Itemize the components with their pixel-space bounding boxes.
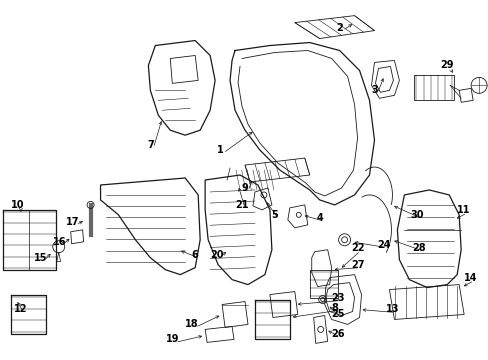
Text: 27: 27 [350, 260, 364, 270]
Text: 13: 13 [385, 305, 398, 315]
Text: 10: 10 [11, 200, 24, 210]
Text: 12: 12 [14, 305, 27, 315]
Text: 1: 1 [216, 145, 223, 155]
Text: 3: 3 [370, 85, 377, 95]
Text: 22: 22 [350, 243, 364, 253]
Text: 5: 5 [271, 210, 278, 220]
Text: 4: 4 [316, 213, 323, 223]
Text: 24: 24 [377, 240, 390, 250]
Text: 7: 7 [147, 140, 153, 150]
Text: 20: 20 [210, 250, 224, 260]
Text: 26: 26 [330, 329, 344, 339]
Text: 17: 17 [66, 217, 79, 227]
Text: 28: 28 [412, 243, 425, 253]
Text: 29: 29 [440, 60, 453, 71]
Text: 14: 14 [464, 273, 477, 283]
Text: 25: 25 [330, 310, 344, 319]
Text: 9: 9 [241, 183, 248, 193]
Text: 16: 16 [53, 237, 66, 247]
Text: 21: 21 [235, 200, 248, 210]
Text: 30: 30 [410, 210, 423, 220]
Text: 2: 2 [336, 23, 342, 33]
Text: 19: 19 [165, 334, 179, 345]
Text: 18: 18 [185, 319, 199, 329]
Text: 8: 8 [330, 302, 337, 312]
Text: 11: 11 [456, 205, 470, 215]
Text: 23: 23 [330, 293, 344, 302]
Text: 15: 15 [34, 253, 47, 263]
Text: 6: 6 [191, 250, 198, 260]
